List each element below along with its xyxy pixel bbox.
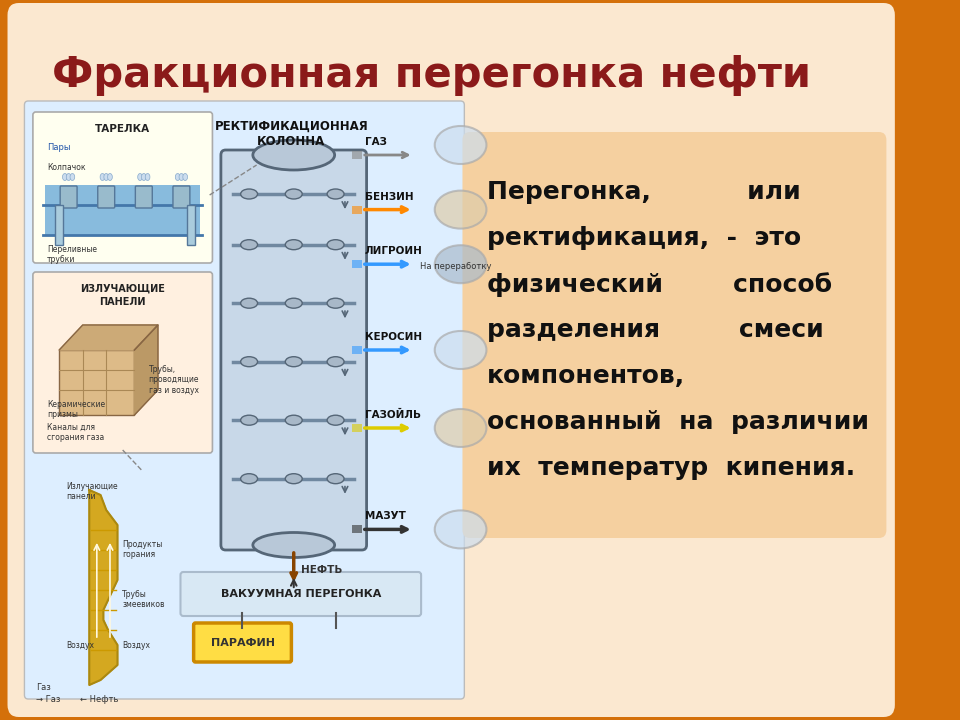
Text: физический        способ: физический способ [487,272,832,297]
Text: ИЗЛУЧАЮЩИЕ: ИЗЛУЧАЮЩИЕ [81,284,165,294]
Ellipse shape [285,189,302,199]
Ellipse shape [285,240,302,250]
Text: их  температур  кипения.: их температур кипения. [487,456,855,480]
FancyBboxPatch shape [98,186,114,208]
Text: Воздух: Воздух [122,641,150,649]
Text: Продукты
горания: Продукты горания [122,540,162,559]
Ellipse shape [327,474,344,484]
Ellipse shape [62,174,67,181]
FancyBboxPatch shape [221,150,367,550]
Ellipse shape [241,189,257,199]
Text: Перегонка,           или: Перегонка, или [487,180,801,204]
Polygon shape [60,325,157,350]
Text: ГАЗ: ГАЗ [365,137,387,147]
FancyBboxPatch shape [24,101,465,699]
FancyBboxPatch shape [8,3,895,717]
Ellipse shape [327,298,344,308]
Text: ПАРАФИН: ПАРАФИН [210,637,275,647]
Ellipse shape [285,474,302,484]
Ellipse shape [141,174,146,181]
FancyBboxPatch shape [352,346,362,354]
Ellipse shape [285,298,302,308]
FancyBboxPatch shape [173,186,190,208]
FancyBboxPatch shape [180,572,421,616]
Polygon shape [134,325,157,415]
Text: Трубы,
проводящие
газ и воздух: Трубы, проводящие газ и воздух [149,365,199,395]
Text: МАЗУТ: МАЗУТ [365,511,405,521]
FancyBboxPatch shape [60,350,134,415]
Ellipse shape [100,174,105,181]
Text: Пары: Пары [47,143,70,151]
FancyBboxPatch shape [56,205,63,245]
FancyBboxPatch shape [45,185,201,235]
Ellipse shape [241,298,257,308]
FancyBboxPatch shape [33,272,212,453]
Text: Фракционная перегонка нефти: Фракционная перегонка нефти [52,54,810,96]
Ellipse shape [327,240,344,250]
Ellipse shape [327,189,344,199]
FancyBboxPatch shape [352,526,362,534]
Text: разделения         смеси: разделения смеси [487,318,824,342]
Text: Керамические
призмы: Керамические призмы [47,400,106,419]
Ellipse shape [241,356,257,366]
Text: Колпачок: Колпачок [47,163,85,171]
Ellipse shape [327,415,344,426]
FancyBboxPatch shape [60,186,77,208]
FancyBboxPatch shape [187,205,195,245]
Ellipse shape [252,140,335,170]
Ellipse shape [66,174,71,181]
Ellipse shape [252,533,335,557]
Ellipse shape [176,174,180,181]
Ellipse shape [435,409,487,447]
Text: Излучающие
панели: Излучающие панели [66,482,117,501]
Text: ПАНЕЛИ: ПАНЕЛИ [100,297,146,307]
Ellipse shape [137,174,142,181]
FancyBboxPatch shape [352,206,362,214]
FancyBboxPatch shape [194,623,292,662]
Text: НЕФТЬ: НЕФТЬ [301,565,343,575]
Text: компонентов,: компонентов, [487,364,685,388]
Text: Воздух: Воздух [66,641,94,649]
FancyBboxPatch shape [463,132,886,538]
Ellipse shape [285,356,302,366]
Ellipse shape [108,174,112,181]
Text: ректификация,  -  это: ректификация, - это [487,226,801,250]
Polygon shape [89,490,117,685]
Ellipse shape [435,510,487,549]
Text: Переливные
трубки: Переливные трубки [47,245,97,264]
Ellipse shape [285,415,302,426]
Ellipse shape [435,331,487,369]
Text: На переработку: На переработку [420,261,492,271]
Ellipse shape [435,191,487,229]
Text: ТАРЕЛКА: ТАРЕЛКА [95,124,150,134]
Text: ВАКУУМНАЯ ПЕРЕГОНКА: ВАКУУМНАЯ ПЕРЕГОНКА [221,589,381,599]
Ellipse shape [182,174,187,181]
Text: основанный  на  различии: основанный на различии [487,410,869,434]
Ellipse shape [104,174,108,181]
Ellipse shape [435,126,487,164]
Ellipse shape [180,174,183,181]
Text: ГАЗОЙЛЬ: ГАЗОЙЛЬ [365,410,420,420]
Text: → Газ: → Газ [36,696,60,704]
FancyBboxPatch shape [352,151,362,159]
Ellipse shape [435,246,487,283]
Ellipse shape [70,174,75,181]
Ellipse shape [241,474,257,484]
Ellipse shape [327,356,344,366]
Ellipse shape [145,174,150,181]
FancyBboxPatch shape [135,186,153,208]
Text: ← Нефть: ← Нефть [80,696,118,704]
Text: Трубы
змеевиков: Трубы змеевиков [122,590,165,609]
FancyBboxPatch shape [33,112,212,263]
Text: БЕНЗИН: БЕНЗИН [365,192,414,202]
Text: Газ: Газ [36,683,51,693]
FancyBboxPatch shape [352,260,362,269]
Ellipse shape [241,240,257,250]
FancyBboxPatch shape [352,424,362,432]
Text: КЕРОСИН: КЕРОСИН [365,332,421,342]
Text: Каналы для
сгорания газа: Каналы для сгорания газа [47,423,105,442]
Ellipse shape [241,415,257,426]
Text: РЕКТИФИКАЦИОННАЯ
КОЛОННА: РЕКТИФИКАЦИОННАЯ КОЛОННА [214,120,369,148]
Text: ЛИГРОИН: ЛИГРОИН [365,246,422,256]
